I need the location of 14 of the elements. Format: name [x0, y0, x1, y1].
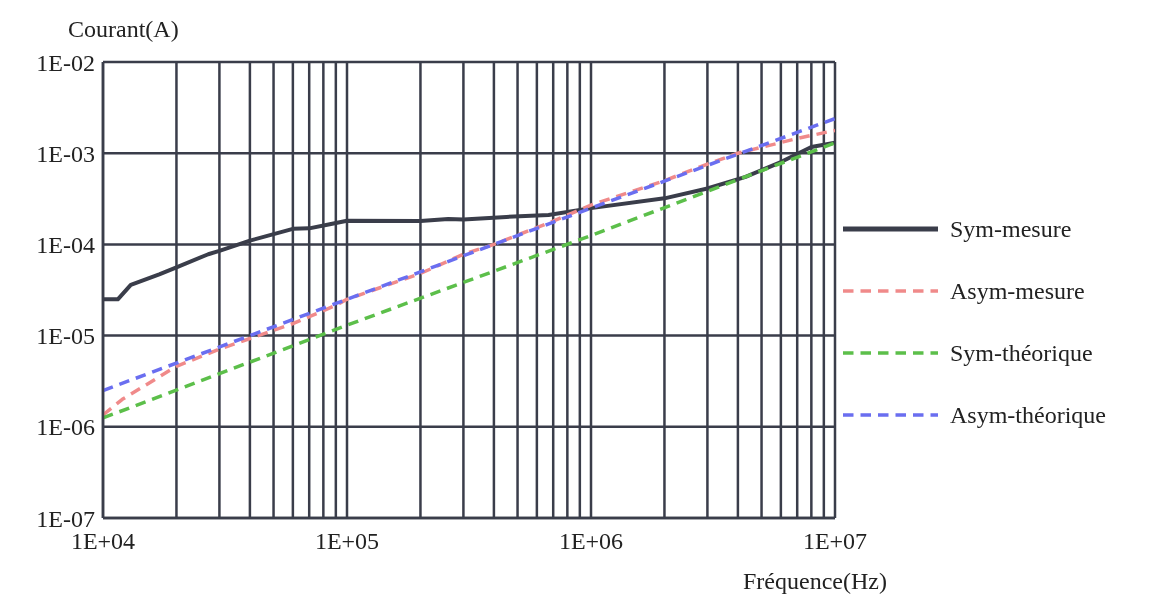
y-tick-label: 1E-06	[36, 414, 95, 441]
legend-label: Sym-mesure	[950, 215, 1072, 243]
y-tick-label: 1E-02	[36, 49, 95, 76]
legend-label: Asym-théorique	[950, 401, 1106, 429]
y-tick-label: 1E-04	[36, 231, 95, 258]
x-tick-label: 1E+05	[314, 528, 380, 555]
legend-label: Sym-théorique	[950, 339, 1093, 367]
y-axis-title: Courant(A)	[68, 16, 179, 43]
legend-label: Asym-mesure	[950, 277, 1085, 305]
y-tick-label: 1E-03	[36, 140, 95, 167]
y-tick-label: 1E-05	[36, 323, 95, 350]
x-tick-label: 1E+06	[558, 528, 624, 555]
x-axis-title: Fréquence(Hz)	[743, 568, 887, 595]
x-tick-label: 1E+07	[802, 528, 868, 555]
